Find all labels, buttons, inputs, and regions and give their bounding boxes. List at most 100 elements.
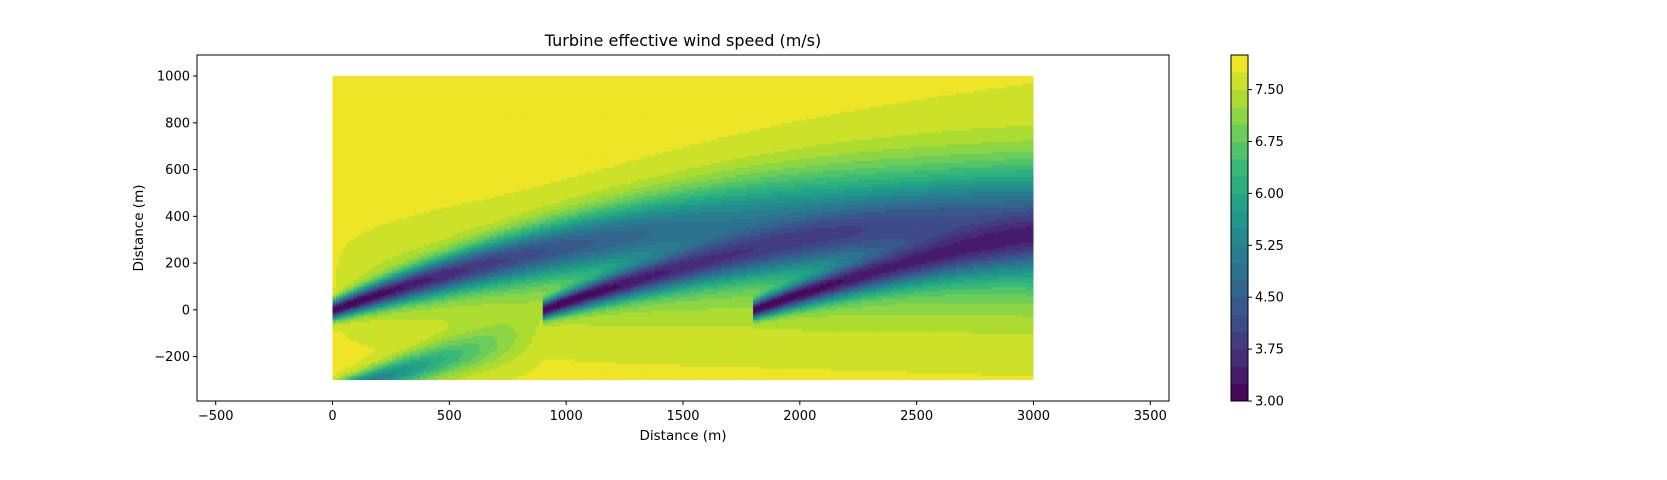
field-cell: [392, 319, 397, 323]
field-cell: [336, 155, 341, 159]
field-cell: [371, 141, 376, 145]
field-cell: [385, 206, 390, 210]
field-cell: [395, 225, 400, 229]
field-cell: [332, 298, 337, 302]
field-cell: [343, 78, 348, 82]
field-cell: [374, 141, 379, 145]
field-cell: [357, 321, 362, 325]
field-cell: [381, 286, 386, 290]
field-cell: [378, 136, 383, 140]
field-cell: [367, 148, 372, 152]
field-cell: [343, 174, 348, 178]
field-cell: [395, 220, 400, 224]
field-cell: [360, 326, 365, 330]
field-cell: [378, 239, 383, 243]
field-cell: [350, 316, 355, 320]
field-cell: [336, 104, 341, 108]
field-cell: [353, 211, 358, 215]
field-cell: [360, 305, 365, 309]
field-cell: [360, 115, 365, 119]
field-cell: [336, 365, 341, 369]
field-cell: [392, 347, 397, 351]
field-cell: [385, 87, 390, 91]
field-cell: [339, 218, 344, 222]
field-cell: [371, 204, 376, 208]
field-cell: [350, 92, 355, 96]
field-cell: [385, 78, 390, 82]
field-cell: [378, 204, 383, 208]
field-cell: [357, 363, 362, 367]
field-cell: [374, 242, 379, 245]
field-cell: [353, 132, 358, 136]
field-cell: [378, 206, 383, 210]
field-cell: [378, 169, 383, 173]
field-cell: [353, 347, 358, 351]
field-cell: [346, 363, 351, 367]
field-cell: [346, 333, 351, 337]
field-cell: [378, 146, 383, 150]
field-cell: [357, 272, 362, 276]
field-cell: [339, 277, 344, 281]
field-cell: [364, 106, 369, 110]
field-cell: [371, 104, 376, 108]
field-cell: [371, 288, 376, 292]
field-cell: [339, 249, 344, 252]
field-cell: [339, 370, 344, 374]
field-cell: [364, 136, 369, 140]
field-cell: [357, 78, 362, 82]
field-cell: [353, 288, 358, 292]
field-cell: [360, 216, 365, 220]
field-cell: [339, 90, 344, 94]
field-cell: [378, 202, 383, 206]
field-cell: [367, 139, 372, 143]
field-cell: [353, 87, 358, 91]
field-cell: [339, 305, 344, 309]
field-cell: [388, 220, 393, 224]
field-cell: [332, 239, 337, 243]
field-cell: [374, 263, 379, 267]
field-cell: [374, 127, 379, 131]
field-cell: [336, 136, 341, 140]
field-cell: [392, 356, 397, 360]
field-cell: [357, 85, 362, 89]
field-cell: [378, 209, 383, 213]
field-cell: [416, 76, 421, 79]
field-cell: [378, 216, 383, 220]
field-cell: [343, 286, 348, 290]
field-cell: [378, 122, 383, 126]
field-cell: [367, 230, 372, 234]
field-cell: [371, 211, 376, 215]
field-cell: [364, 256, 369, 259]
field-cell: [332, 97, 337, 101]
field-cell: [346, 223, 351, 227]
field-cell: [339, 83, 344, 86]
field-cell: [367, 167, 372, 171]
field-cell: [364, 361, 369, 365]
field-cell: [353, 244, 358, 248]
field-cell: [339, 211, 344, 215]
field-cell: [346, 314, 351, 318]
field-cell: [360, 120, 365, 124]
field-cell: [395, 197, 400, 201]
field-cell: [364, 232, 369, 236]
field-cell: [395, 97, 400, 101]
field-cell: [458, 76, 463, 79]
field-cell: [346, 225, 351, 229]
field-cell: [360, 99, 365, 103]
field-cell: [371, 277, 376, 281]
field-cell: [336, 94, 341, 98]
field-cell: [353, 326, 358, 330]
field-cell: [381, 150, 386, 154]
field-cell: [371, 183, 376, 187]
field-cell: [371, 162, 376, 166]
field-cell: [353, 118, 358, 122]
field-cell: [350, 164, 355, 168]
field-cell: [332, 284, 337, 288]
field-cell: [336, 272, 341, 276]
field-cell: [346, 97, 351, 101]
field-cell: [374, 192, 379, 196]
field-cell: [388, 256, 393, 259]
field-cell: [353, 220, 358, 224]
field-cell: [388, 122, 393, 126]
field-cell: [381, 265, 386, 269]
